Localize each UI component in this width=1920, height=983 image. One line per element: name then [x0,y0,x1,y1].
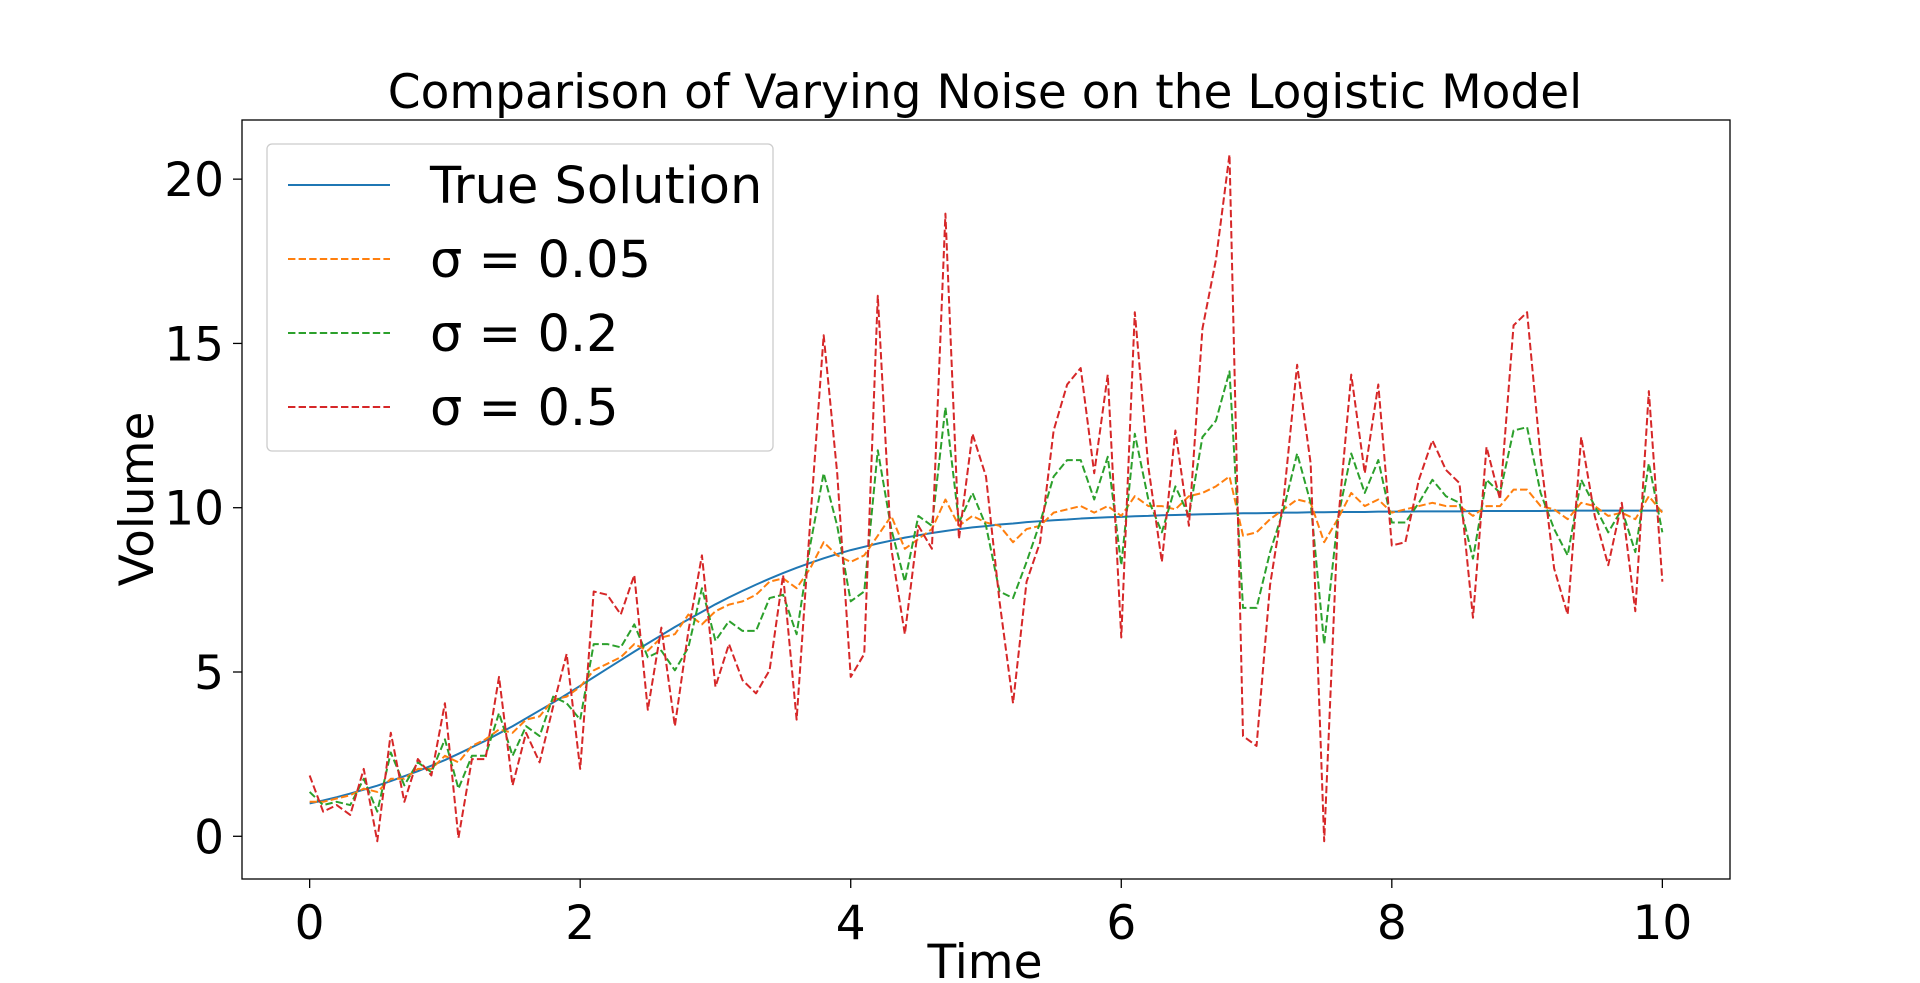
plot-frame [241,119,1731,880]
legend-box [266,143,774,452]
x-tick-label-3: 6 [1106,896,1136,951]
x-tick-label-2: 4 [836,896,866,951]
x-axis-label: Time [926,935,1042,983]
y-tick-label-3: 15 [164,317,224,372]
x-tick-label-0: 0 [295,896,325,951]
y-tick-label-0: 0 [194,810,224,865]
x-tick-label-1: 2 [565,896,595,951]
y-tick-label-4: 20 [164,153,224,208]
axes: 0 2 4 6 8 10 0 5 10 15 20 [164,153,1692,951]
series-line-1 [309,475,1664,803]
series-line-2 [308,370,1664,813]
legend-label-2: σ = 0.2 [430,305,619,364]
legend-label-0: True Solution [429,157,762,216]
chart-title: Comparison of Varying Noise on the Logis… [388,65,1582,120]
legend-label-3: σ = 0.5 [430,379,619,438]
y-tick-label-1: 5 [194,646,224,701]
legend: True Solution σ = 0.05 σ = 0.2 σ = 0.5 [266,143,774,452]
legend-label-1: σ = 0.05 [430,231,651,290]
plot-lines [308,153,1664,843]
y-tick-label-2: 10 [164,482,224,537]
x-tick-label-5: 10 [1632,896,1692,951]
y-axis-label: Volume [110,412,165,587]
series-line-3 [308,153,1664,843]
x-tick-label-4: 8 [1377,896,1407,951]
